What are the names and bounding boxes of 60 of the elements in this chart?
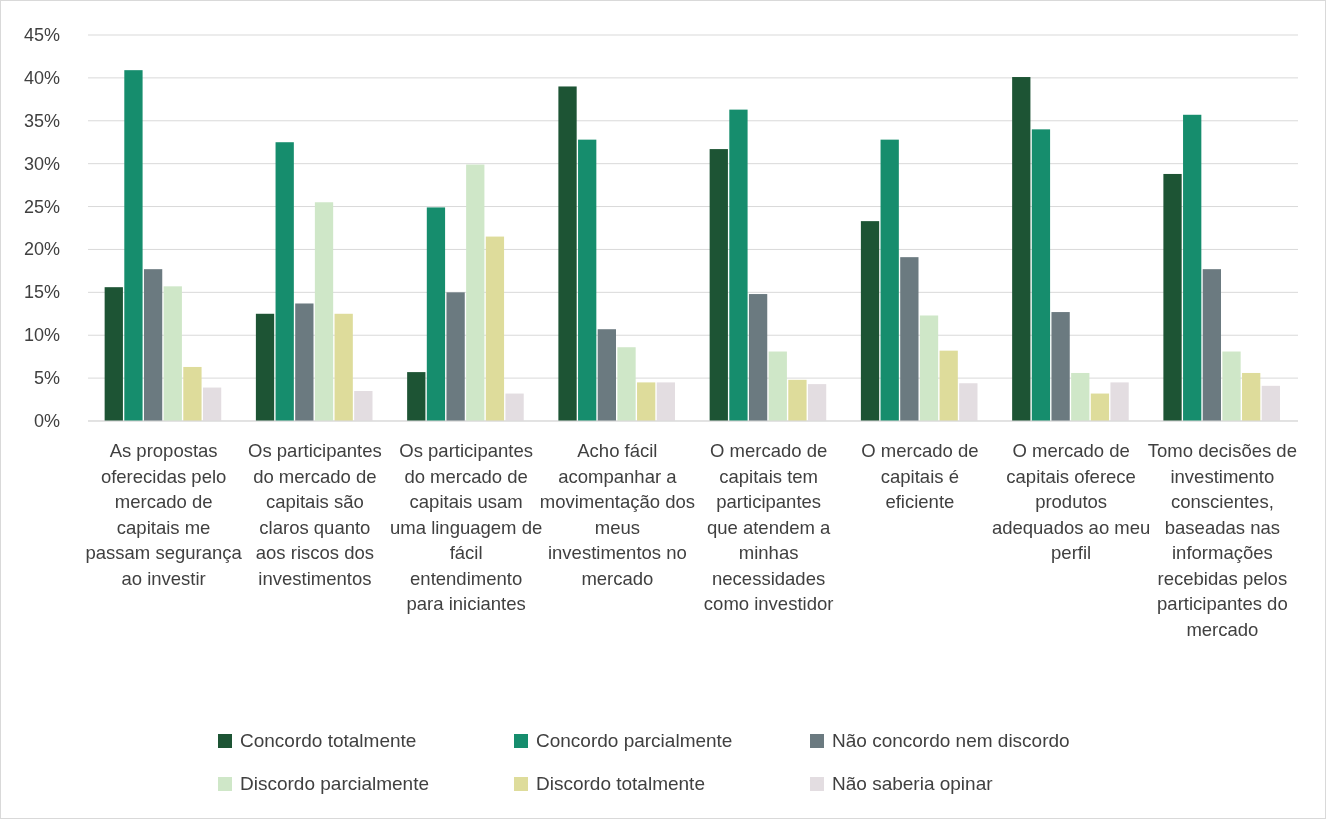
bar [407,372,426,421]
y-tick-label: 25% [23,196,60,217]
bar [617,347,636,421]
legend-label: Não saberia opinar [832,773,994,794]
bar [1012,77,1031,421]
bar [275,142,294,421]
bar [1242,372,1261,421]
bar [637,382,656,421]
bar [597,329,616,421]
y-tick-label: 40% [23,67,60,88]
y-tick-label: 10% [23,325,60,346]
x-tick-label: O mercado de capitais é eficiente [861,440,979,512]
bar [900,257,919,421]
bar [183,366,202,421]
bar [860,221,880,421]
bar [446,292,465,421]
y-tick-label: 5% [33,368,60,389]
bar [255,313,275,421]
bar [295,303,314,421]
legend-label: Concordo parcialmente [536,730,733,751]
bar [880,139,899,421]
bar [1031,129,1051,421]
x-tick-label: As propostas oferecidas pelo mercado de capitais me passam segurança ao investir [85,440,243,589]
bar [1071,372,1090,421]
legend-label: Não concordo nem discordo [832,730,1070,751]
bar [768,351,787,421]
bar [466,164,485,421]
bar [709,149,728,421]
bar [558,86,577,421]
y-tick-label: 45% [23,25,60,45]
y-tick-label: 35% [23,110,60,131]
x-tick-label: Os participantes do mercado de capitais são claros quanto aos riscos dos investimentos [248,440,382,589]
bar [485,236,505,421]
legend-label: Concordo totalmente [240,730,417,751]
x-tick-label: O mercado de capitais tem participantes que atendem a minhas necessidades como investidor [703,440,834,614]
y-tick-label: 20% [23,239,60,260]
bar [143,269,163,421]
bar [163,286,182,421]
bar [1222,351,1241,421]
bar [1183,114,1202,421]
bar [939,350,958,421]
bar [1090,393,1110,421]
y-tick-label: 0% [33,411,60,431]
bar [314,202,334,421]
bar [919,315,939,421]
bar [426,207,446,421]
bar [729,109,748,421]
bar [104,287,123,421]
bar [788,379,807,421]
legend-label: Discordo totalmente [536,773,705,794]
legend-label: Discordo parcialmente [240,773,430,794]
bar [578,139,597,421]
bar [334,313,353,421]
bar [1051,312,1070,421]
y-tick-label: 15% [23,282,60,303]
y-tick-label: 30% [23,153,60,174]
bar [124,70,143,421]
bar [1163,173,1182,421]
bar [748,294,768,421]
bar [1202,269,1221,421]
